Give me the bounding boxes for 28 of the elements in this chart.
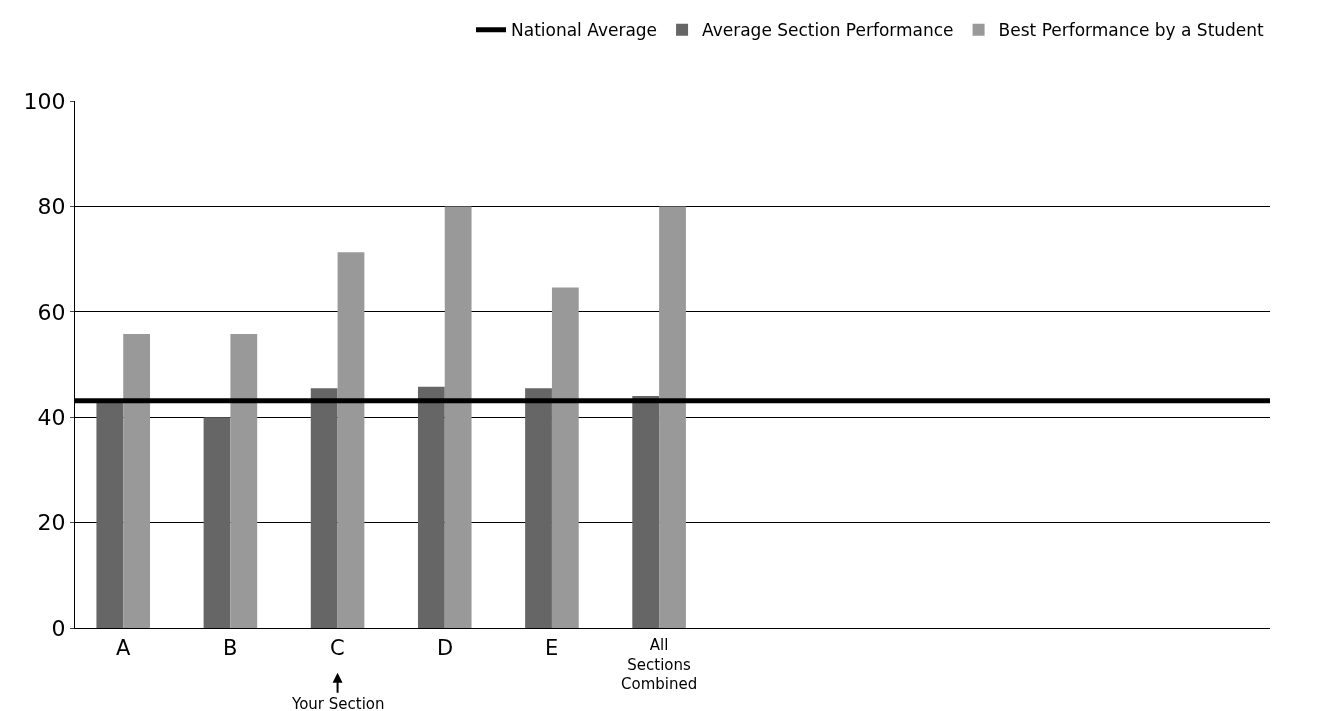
x-tick-label: A [116,636,131,660]
bar [444,206,472,628]
y-tick-label: 0 [51,615,66,641]
bar [230,333,258,628]
legend-label: National Average [511,20,658,41]
bar [525,388,552,628]
x-tick-label: All Sections Combined [621,636,698,693]
bar [337,252,365,628]
legend-label: Average Section Performance [702,20,954,41]
text: Your Section [291,695,385,711]
bar [96,401,124,628]
bar [123,333,151,628]
y-tick-label: 20 [37,510,66,536]
x-tick-label: D [437,636,454,660]
bar [632,396,660,628]
y-tick-label: 100 [23,88,66,114]
bar [310,388,338,628]
x-tick-label: C [330,636,345,660]
y-tick-label: 60 [37,299,66,325]
bar [417,386,445,628]
bar [659,206,686,628]
bar [551,287,579,628]
y-tick-label: 80 [37,194,66,220]
bar [203,417,231,628]
y-tick-label: 40 [37,404,66,430]
x-tick-label: E [545,636,559,660]
legend-label: Best Performance by a Student [998,20,1265,41]
x-tick-label: B [223,636,238,660]
